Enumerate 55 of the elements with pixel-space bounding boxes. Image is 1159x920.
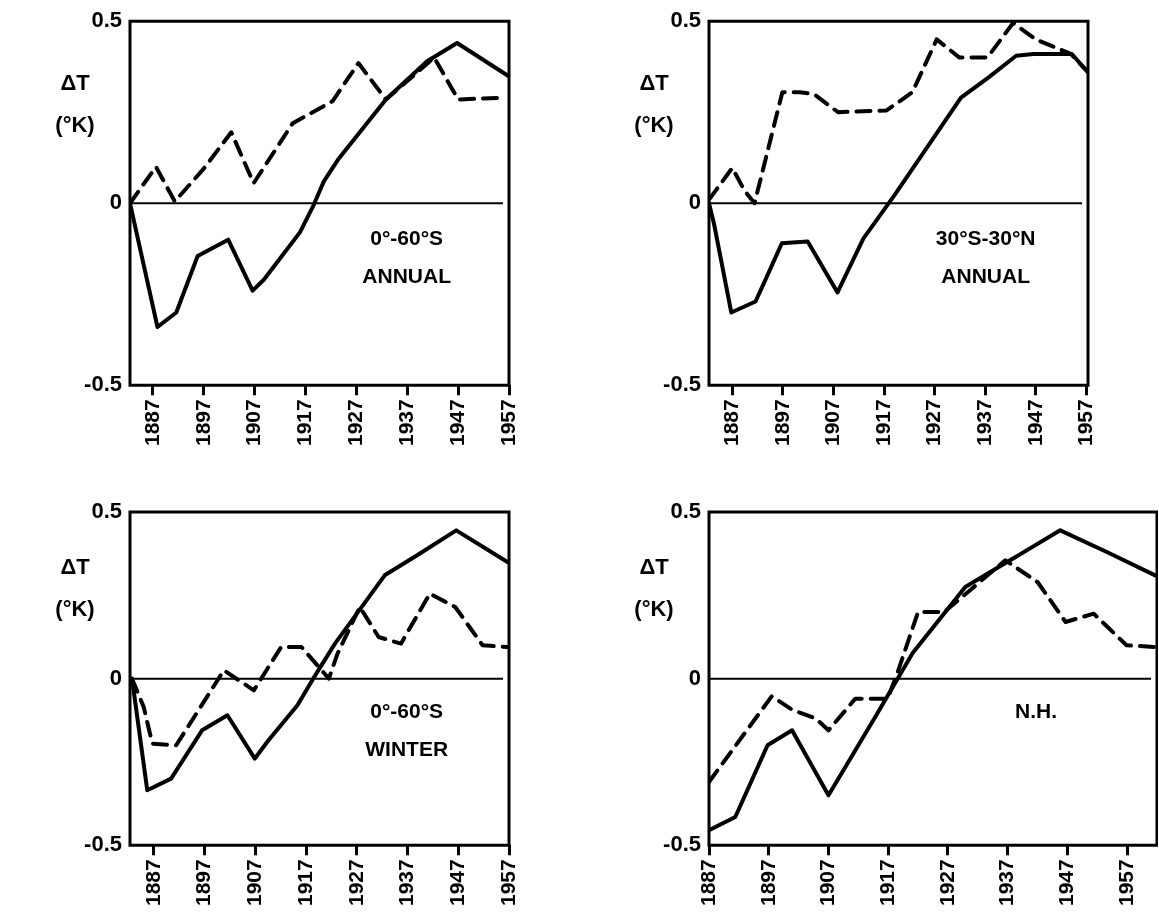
y-axis-title: ΔT (°K) — [55, 70, 95, 137]
x-tick-label: 1917 — [292, 859, 316, 906]
x-tick-label: 1907 — [815, 859, 839, 906]
x-tick-label: 1887 — [139, 399, 163, 446]
y-tick-label: 0.5 — [670, 498, 701, 524]
annotation: 0°-60°S — [370, 698, 444, 722]
x-tick-label: 1927 — [921, 399, 945, 446]
x-tick-label: 1907 — [820, 399, 844, 446]
x-tick-label: 1887 — [719, 399, 743, 446]
x-tick-label: 1897 — [191, 859, 215, 906]
y-tick-label: -0.5 — [663, 371, 701, 397]
x-tick-label: 1917 — [870, 399, 894, 446]
x-tick-label: 1937 — [394, 399, 418, 446]
y-tick-label: -0.5 — [663, 831, 701, 857]
y-axis-title: ΔT (°K) — [55, 553, 95, 621]
x-tick-label: 1947 — [1054, 859, 1078, 906]
x-tick-label: 1947 — [444, 399, 468, 446]
y-tick-label: -0.5 — [84, 831, 122, 857]
x-tick-label: 1887 — [140, 859, 164, 906]
x-tick-label: 1907 — [241, 399, 265, 446]
y-tick-label: 0 — [688, 189, 701, 215]
x-tick-label: 1957 — [495, 859, 519, 906]
y-tick-label: -0.5 — [84, 371, 122, 397]
annotation: N.H. — [1015, 698, 1058, 722]
x-tick-label: 1897 — [769, 399, 793, 446]
x-tick-label: 1937 — [994, 859, 1018, 906]
annotation: 30°S-30°N — [935, 226, 1036, 250]
y-tick-label: 0.5 — [91, 7, 122, 33]
x-tick-label: 1897 — [190, 399, 214, 446]
y-tick-label: 0.5 — [670, 7, 701, 33]
x-tick-label: 1927 — [343, 859, 367, 906]
x-tick-label: 1897 — [755, 859, 779, 906]
x-tick-label: 1957 — [495, 399, 519, 446]
annotation: 0°-60°S — [370, 226, 444, 250]
y-tick-label: 0.5 — [91, 498, 122, 524]
y-axis-title: ΔT (°K) — [634, 553, 674, 621]
x-tick-label: 1957 — [1113, 859, 1137, 906]
y-axis-title: ΔT (°K) — [634, 70, 674, 137]
x-tick-label: 1907 — [242, 859, 266, 906]
annotation: ANNUAL — [941, 264, 1031, 288]
y-tick-label: 0 — [109, 664, 122, 690]
x-tick-label: 1917 — [875, 859, 898, 906]
y-tick-label: 0 — [688, 664, 701, 690]
annotation: WINTER — [365, 736, 449, 760]
x-tick-label: 1957 — [1073, 399, 1097, 446]
x-tick-label: 1887 — [695, 859, 719, 906]
x-tick-label: 1947 — [445, 859, 469, 906]
x-tick-label: 1917 — [292, 399, 316, 446]
x-tick-label: 1937 — [394, 859, 418, 906]
y-tick-label: 0 — [109, 189, 122, 215]
x-tick-label: 1927 — [934, 859, 958, 906]
x-tick-label: 1947 — [1022, 399, 1046, 446]
annotation: ANNUAL — [362, 264, 452, 288]
x-tick-label: 1927 — [343, 399, 367, 446]
x-tick-label: 1937 — [972, 399, 996, 446]
